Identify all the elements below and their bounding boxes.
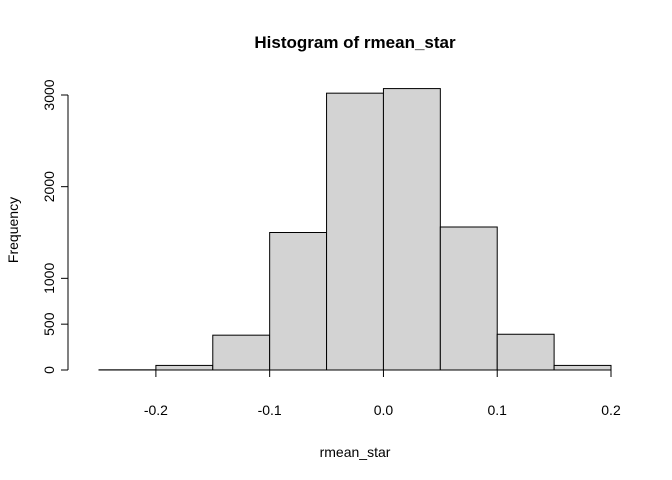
histogram-bar xyxy=(553,364,612,371)
histogram-bar xyxy=(155,364,214,371)
x-tick-label: 0.1 xyxy=(487,402,507,418)
x-tick-label: 0.0 xyxy=(374,402,394,418)
x-tick-label: -0.2 xyxy=(144,402,168,418)
x-axis-label: rmean_star xyxy=(320,444,391,460)
x-tick-label: 0.2 xyxy=(601,402,621,418)
bars-group xyxy=(98,88,612,371)
y-tick-label: 1000 xyxy=(41,263,57,294)
y-tick-label: 500 xyxy=(41,312,57,336)
y-tick-label: 0 xyxy=(41,366,57,374)
y-axis-label: Frequency xyxy=(5,197,21,263)
histogram-bar xyxy=(269,232,328,371)
y-tick-label: 2000 xyxy=(41,171,57,202)
y-axis: 0 500 1000 2000 3000 xyxy=(41,79,69,374)
chart-title: Histogram of rmean_star xyxy=(254,33,456,52)
histogram-bar xyxy=(439,226,498,371)
y-tick-label: 3000 xyxy=(41,79,57,110)
histogram-bar xyxy=(212,334,271,371)
x-tick-label: -0.1 xyxy=(258,402,282,418)
histogram-bar xyxy=(382,88,441,371)
histogram-bar xyxy=(496,333,555,371)
histogram-bar xyxy=(326,92,384,371)
x-axis: -0.2 -0.1 0.0 0.1 0.2 xyxy=(144,369,621,418)
